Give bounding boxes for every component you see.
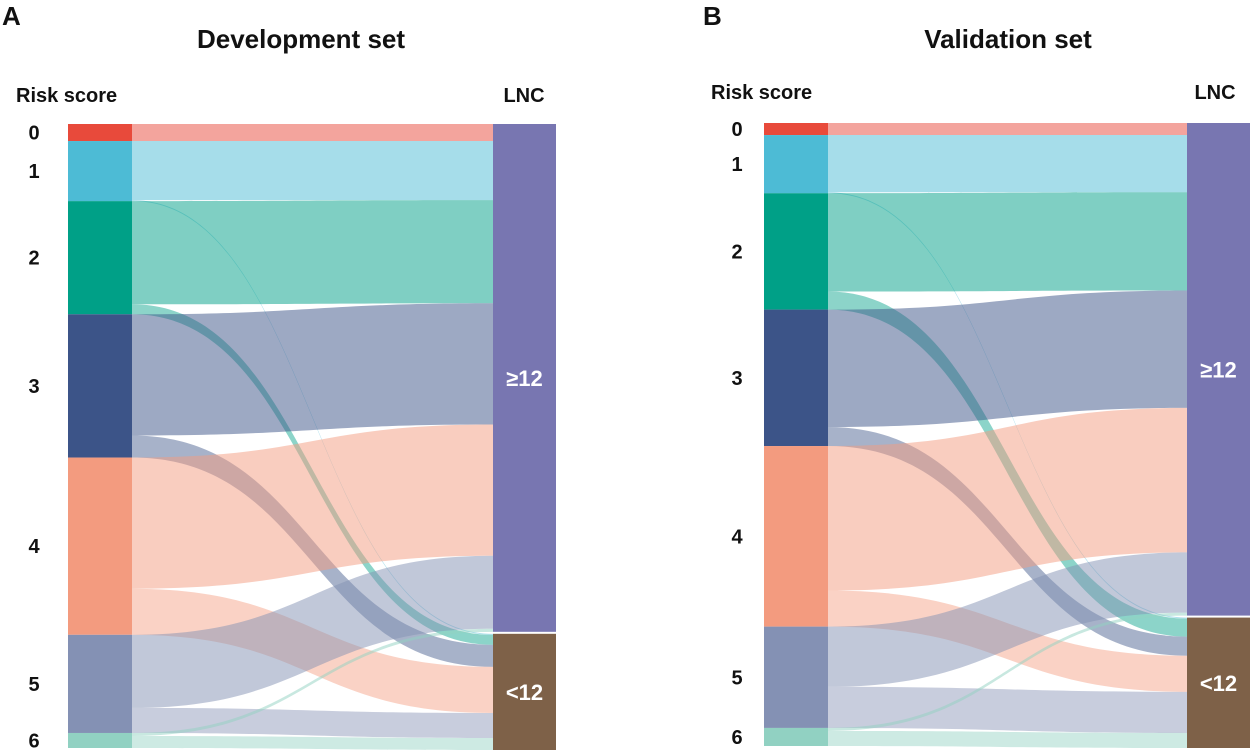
score-label-6: 6 <box>28 730 39 752</box>
node-score-6 <box>68 732 132 748</box>
node-score-0 <box>764 123 828 136</box>
score-label-5: 5 <box>731 667 742 689</box>
node-score-6 <box>764 727 828 746</box>
panel-letter: A <box>2 1 21 31</box>
node-score-1 <box>764 135 828 194</box>
score-label-3: 3 <box>731 368 742 390</box>
node-score-4 <box>764 446 828 627</box>
lnc-label-lt12: <12 <box>1200 671 1237 696</box>
node-score-3 <box>764 309 828 447</box>
score-label-4: 4 <box>731 526 743 548</box>
link-1-ge12 <box>132 141 493 201</box>
link-5-lt12 <box>132 707 493 738</box>
panel-letter: B <box>703 1 722 31</box>
lnc-label-ge12: ≥12 <box>506 366 543 391</box>
score-label-1: 1 <box>731 154 742 176</box>
link-0-ge12 <box>132 124 493 142</box>
score-label-0: 0 <box>28 123 39 145</box>
node-score-0 <box>68 124 132 142</box>
score-label-2: 2 <box>731 241 742 263</box>
flow-links <box>828 123 1187 748</box>
score-label-6: 6 <box>731 727 742 749</box>
panel-title: Validation set <box>924 24 1092 54</box>
score-label-0: 0 <box>731 119 742 141</box>
link-5-ge12 <box>828 552 1187 687</box>
score-label-1: 1 <box>28 161 39 183</box>
node-lnc-ge12 <box>493 124 556 632</box>
link-6-ge12 <box>132 628 493 736</box>
score-label-2: 2 <box>28 248 39 270</box>
left-column-header: Risk score <box>711 82 812 104</box>
link-3-ge12 <box>132 303 493 436</box>
node-lnc-lt12 <box>493 633 556 750</box>
score-label-3: 3 <box>28 376 39 398</box>
nodes: ≥12 <12 <box>68 124 556 750</box>
panel-title: Development set <box>197 24 405 54</box>
score-label-4: 4 <box>28 536 40 558</box>
node-lnc-ge12 <box>1187 123 1250 616</box>
link-6-lt12 <box>828 730 1187 748</box>
link-2-ge12 <box>132 200 493 305</box>
link-2-ge12 <box>828 192 1187 292</box>
node-lnc-lt12 <box>1187 617 1250 748</box>
link-6-lt12 <box>132 735 493 750</box>
lnc-label-lt12: <12 <box>506 680 543 705</box>
panel-development-set: A Development set Risk score LNC ≥12<12 … <box>2 1 556 752</box>
right-column-header: LNC <box>503 85 544 107</box>
node-score-4 <box>68 457 132 635</box>
link-3-ge12 <box>828 290 1187 427</box>
right-column-header: LNC <box>1194 82 1235 104</box>
node-score-5 <box>68 634 132 733</box>
node-score-3 <box>68 314 132 458</box>
link-5-ge12 <box>132 555 493 708</box>
node-score-2 <box>68 201 132 315</box>
lnc-label-ge12: ≥12 <box>1200 357 1237 382</box>
nodes: ≥12 <12 <box>764 123 1250 748</box>
link-6-ge12 <box>828 612 1187 731</box>
score-labels: 0 1 2 3 4 5 6 <box>731 119 743 749</box>
node-score-1 <box>68 141 132 202</box>
flow-links <box>132 124 493 750</box>
node-score-2 <box>764 193 828 310</box>
link-1-ge12 <box>828 135 1187 193</box>
node-score-5 <box>764 626 828 728</box>
panel-validation-set: B Validation set Risk score LNC ≥12 <12 0… <box>703 1 1250 749</box>
link-4-ge12 <box>132 424 493 589</box>
link-0-ge12 <box>828 123 1187 136</box>
left-column-header: Risk score <box>16 85 117 107</box>
link-4-ge12 <box>828 407 1187 591</box>
link-5-lt12 <box>828 686 1187 733</box>
score-label-5: 5 <box>28 674 39 696</box>
score-labels: 0 1 2 3 4 5 6 <box>28 123 40 753</box>
